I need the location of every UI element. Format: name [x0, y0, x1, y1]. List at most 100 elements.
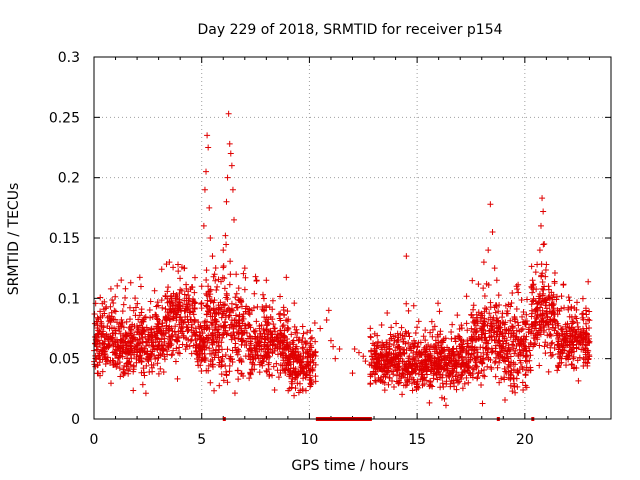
- data-point: [104, 335, 111, 342]
- data-point: [484, 363, 491, 370]
- data-point: [519, 366, 526, 373]
- data-point: [136, 274, 143, 281]
- data-point: [396, 379, 403, 386]
- data-point: [477, 356, 484, 363]
- data-point: [157, 365, 164, 372]
- data-point: [167, 303, 174, 310]
- data-point: [210, 347, 217, 354]
- data-point: [410, 343, 417, 350]
- data-point: [99, 328, 106, 335]
- data-point: [575, 326, 582, 333]
- data-point: [117, 373, 124, 380]
- data-point: [236, 311, 243, 318]
- data-point: [227, 321, 234, 328]
- data-point: [205, 307, 212, 314]
- data-point: [371, 330, 378, 337]
- data-point: [515, 289, 522, 296]
- data-point: [247, 369, 254, 376]
- data-point: [97, 372, 104, 379]
- data-point: [122, 294, 129, 301]
- data-point: [459, 341, 466, 348]
- data-point: [475, 369, 482, 376]
- data-point: [271, 387, 278, 394]
- data-point: [499, 320, 506, 327]
- data-point: [176, 344, 183, 351]
- data-point: [127, 323, 134, 330]
- data-point: [493, 333, 500, 340]
- data-point: [464, 327, 471, 334]
- data-point: [198, 283, 205, 290]
- data-point: [175, 349, 182, 356]
- data-point: [234, 367, 241, 374]
- data-point: [220, 247, 227, 254]
- data-point: [256, 369, 263, 376]
- data-point: [452, 338, 459, 345]
- data-point: [270, 321, 277, 328]
- data-point: [561, 304, 568, 311]
- data-point: [292, 385, 299, 392]
- data-point: [170, 313, 177, 320]
- data-point: [275, 374, 282, 381]
- data-point: [532, 340, 539, 347]
- data-point: [173, 345, 180, 352]
- data-point: [463, 348, 470, 355]
- data-point: [213, 338, 220, 345]
- data-point: [528, 263, 535, 270]
- data-point: [230, 325, 237, 332]
- data-point: [265, 346, 272, 353]
- data-point: [194, 358, 201, 365]
- data-point: [147, 298, 154, 305]
- data-point: [409, 387, 416, 394]
- data-point: [309, 334, 316, 341]
- data-point: [548, 340, 555, 347]
- data-point: [372, 350, 379, 357]
- data-point: [528, 284, 535, 291]
- data-point: [207, 358, 214, 365]
- data-point: [175, 268, 182, 275]
- data-point: [128, 355, 135, 362]
- y-tick-label: 0.05: [49, 352, 80, 368]
- data-point: [200, 356, 207, 363]
- data-point: [169, 351, 176, 358]
- data-point: [505, 301, 512, 308]
- data-point: [534, 330, 541, 337]
- data-point: [280, 304, 287, 311]
- data-point: [390, 356, 397, 363]
- data-point: [574, 299, 581, 306]
- data-point: [410, 376, 417, 383]
- data-point: [564, 332, 571, 339]
- data-point: [194, 335, 201, 342]
- data-point: [537, 304, 544, 311]
- data-point: [187, 337, 194, 344]
- data-point: [388, 351, 395, 358]
- data-point: [227, 271, 234, 278]
- data-point: [247, 338, 254, 345]
- data-point: [269, 316, 276, 323]
- data-point: [510, 323, 517, 330]
- data-point: [224, 174, 231, 181]
- data-point: [112, 293, 119, 300]
- data-point: [522, 372, 529, 379]
- data-point: [484, 354, 491, 361]
- data-point: [519, 313, 526, 320]
- data-point: [269, 349, 276, 356]
- data-point: [270, 363, 277, 370]
- data-point: [394, 344, 401, 351]
- data-point: [233, 304, 240, 311]
- data-point: [437, 363, 444, 370]
- data-point: [453, 369, 460, 376]
- data-point: [487, 364, 494, 371]
- data-point: [562, 337, 569, 344]
- data-point: [135, 316, 142, 323]
- data-point: [220, 324, 227, 331]
- data-point: [211, 387, 218, 394]
- data-point: [312, 378, 319, 385]
- data-point: [407, 371, 414, 378]
- data-point: [228, 162, 235, 169]
- data-point: [307, 359, 314, 366]
- data-point: [585, 278, 592, 285]
- data-point: [147, 350, 154, 357]
- data-point: [107, 380, 114, 387]
- data-point: [204, 297, 211, 304]
- data-point: [367, 334, 374, 341]
